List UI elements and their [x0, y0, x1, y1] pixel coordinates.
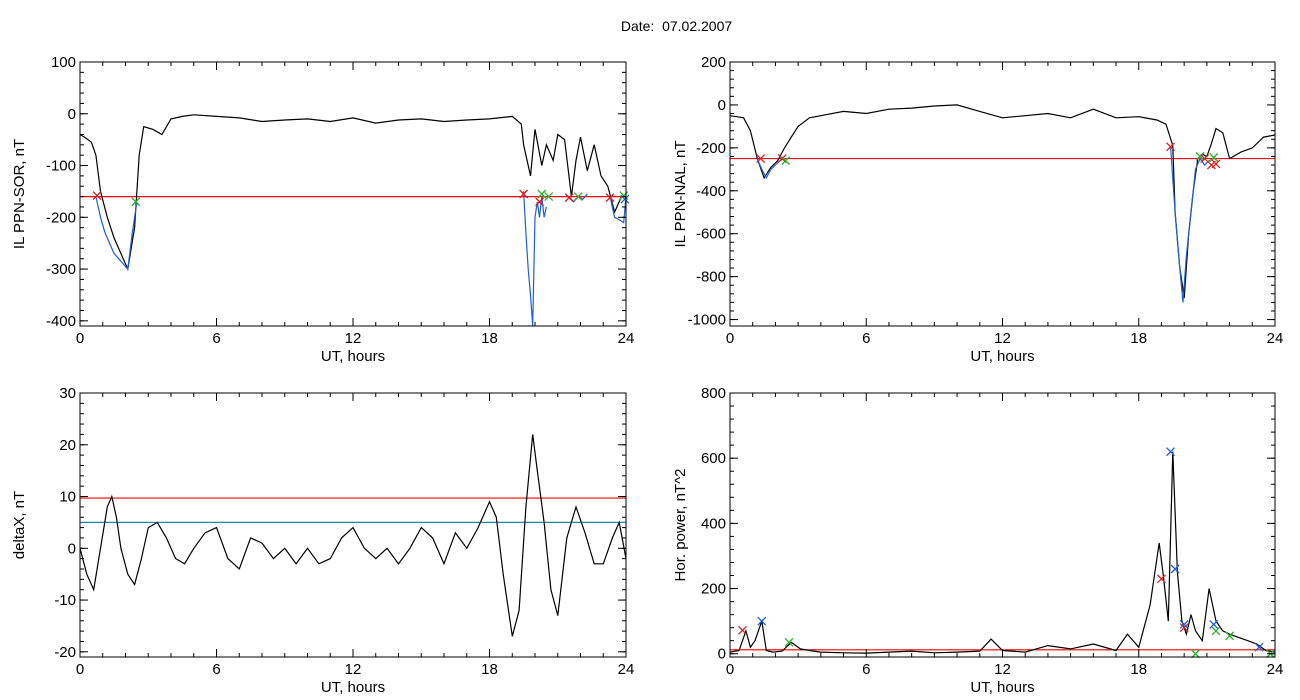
chart-panel-3: 0 6 12 18 24 30 20 10 0 -10 -20 UT, hours deltaX, nT [11, 385, 634, 696]
event-marker-12 [1225, 631, 1235, 641]
x-tick-label: 18 [481, 661, 498, 678]
y-tick-label: 0 [68, 540, 76, 557]
event-marker-9 [1206, 160, 1216, 170]
event-marker-4 [535, 197, 545, 207]
x-axis-title: UT, hours [321, 679, 385, 696]
event-marker-3 [781, 156, 791, 166]
chart-panel-1: 0 6 12 18 24 100 0 -100 -200 -300 -400 UT, hours IL … [11, 54, 634, 365]
y-tick-label: -400 [46, 313, 76, 330]
series-line-1 [80, 434, 626, 637]
y-tick-label: 100 [51, 54, 76, 71]
y-tick-label: 0 [718, 646, 726, 663]
event-marker-8 [1179, 619, 1189, 629]
y-tick-label: 20 [59, 437, 76, 454]
y-tick-label: 10 [59, 489, 76, 506]
event-marker-13 [1254, 642, 1264, 652]
event-marker-2 [757, 616, 767, 626]
event-marker-8 [573, 192, 583, 202]
series-line-2 [95, 196, 138, 271]
y-tick-label: -600 [696, 226, 726, 243]
event-marker-5 [537, 189, 547, 199]
event-marker-2 [131, 197, 141, 207]
event-marker-9 [1191, 649, 1200, 659]
y-tick-label: -800 [696, 269, 726, 286]
y-tick-label: -200 [696, 140, 726, 157]
x-tick-label: 24 [1267, 661, 1284, 678]
event-marker-3 [784, 637, 794, 647]
x-tick-label: 12 [994, 330, 1011, 347]
y-axis-title: IL PPN-SOR, nT [11, 139, 28, 249]
event-marker-10 [1209, 619, 1219, 629]
series-line-1 [730, 104, 1275, 299]
y-axis-title: IL PPN-NAL, nT [672, 141, 689, 248]
series-line-3 [1169, 145, 1214, 303]
plot-frame [729, 392, 1276, 658]
event-marker-11 [1211, 626, 1221, 636]
chart-panel-4: 0 6 12 18 24 800 600 400 200 0 UT, hours Hor. power… [672, 385, 1283, 696]
event-marker-4 [1156, 574, 1166, 584]
x-tick-label: 12 [345, 330, 362, 347]
x-tick-label: 6 [862, 661, 870, 678]
event-marker-7 [1179, 623, 1189, 633]
series-line-3 [523, 191, 547, 326]
series-line-5 [609, 196, 626, 224]
event-marker-1 [92, 191, 102, 201]
y-tick-label: -1000 [688, 312, 726, 329]
x-axis-title: UT, hours [970, 679, 1034, 696]
x-tick-label: 24 [618, 330, 635, 347]
x-tick-label: 24 [618, 661, 635, 678]
y-tick-label: -20 [54, 644, 76, 661]
y-tick-label: -200 [46, 209, 76, 226]
y-tick-label: 600 [701, 450, 726, 467]
plot-frame [79, 61, 627, 327]
y-tick-label: 0 [68, 106, 76, 123]
x-axis-title: UT, hours [970, 348, 1034, 365]
event-marker-1 [738, 625, 747, 635]
x-tick-label: 0 [726, 661, 734, 678]
chart-panel-2: 0 6 12 18 24 200 0 -200 -400 -600 -800 -1000 UT, hou… [672, 54, 1283, 365]
x-tick-label: 6 [212, 330, 220, 347]
y-axis-title: Hor. power, nT^2 [672, 469, 689, 582]
y-tick-label: 30 [59, 385, 76, 402]
y-tick-label: -400 [696, 183, 726, 200]
x-tick-label: 0 [76, 330, 84, 347]
event-marker-6 [544, 192, 554, 202]
event-marker-5 [1166, 447, 1176, 457]
x-tick-label: 6 [212, 661, 220, 678]
event-marker-3 [519, 189, 529, 199]
x-tick-label: 18 [481, 330, 498, 347]
event-marker-5 [1195, 151, 1205, 161]
x-tick-label: 0 [76, 661, 84, 678]
page-title: Date: 07.02.2007 [620, 18, 733, 34]
y-tick-label: 200 [701, 581, 726, 598]
x-tick-label: 12 [345, 661, 362, 678]
x-axis-title: UT, hours [321, 348, 385, 365]
y-tick-label: -100 [46, 158, 76, 175]
x-tick-label: 6 [862, 330, 870, 347]
event-marker-9 [605, 193, 615, 203]
x-tick-label: 12 [994, 661, 1011, 678]
y-tick-label: 400 [701, 515, 726, 532]
y-axis-title: deltaX, nT [11, 491, 28, 559]
event-marker-7 [1209, 153, 1219, 162]
event-marker-4 [1166, 142, 1176, 152]
series-line-1 [730, 451, 1275, 654]
event-marker-1 [756, 154, 766, 164]
y-tick-label: 800 [701, 385, 726, 402]
event-marker-6 [1170, 564, 1180, 574]
x-tick-label: 18 [1130, 661, 1147, 678]
y-tick-label: -300 [46, 261, 76, 278]
y-tick-label: 200 [701, 54, 726, 71]
y-tick-label: -10 [54, 592, 76, 609]
y-tick-label: 0 [718, 97, 726, 114]
x-tick-label: 0 [726, 330, 734, 347]
x-tick-label: 18 [1130, 330, 1147, 347]
x-tick-label: 24 [1267, 330, 1284, 347]
event-marker-7 [564, 193, 574, 203]
